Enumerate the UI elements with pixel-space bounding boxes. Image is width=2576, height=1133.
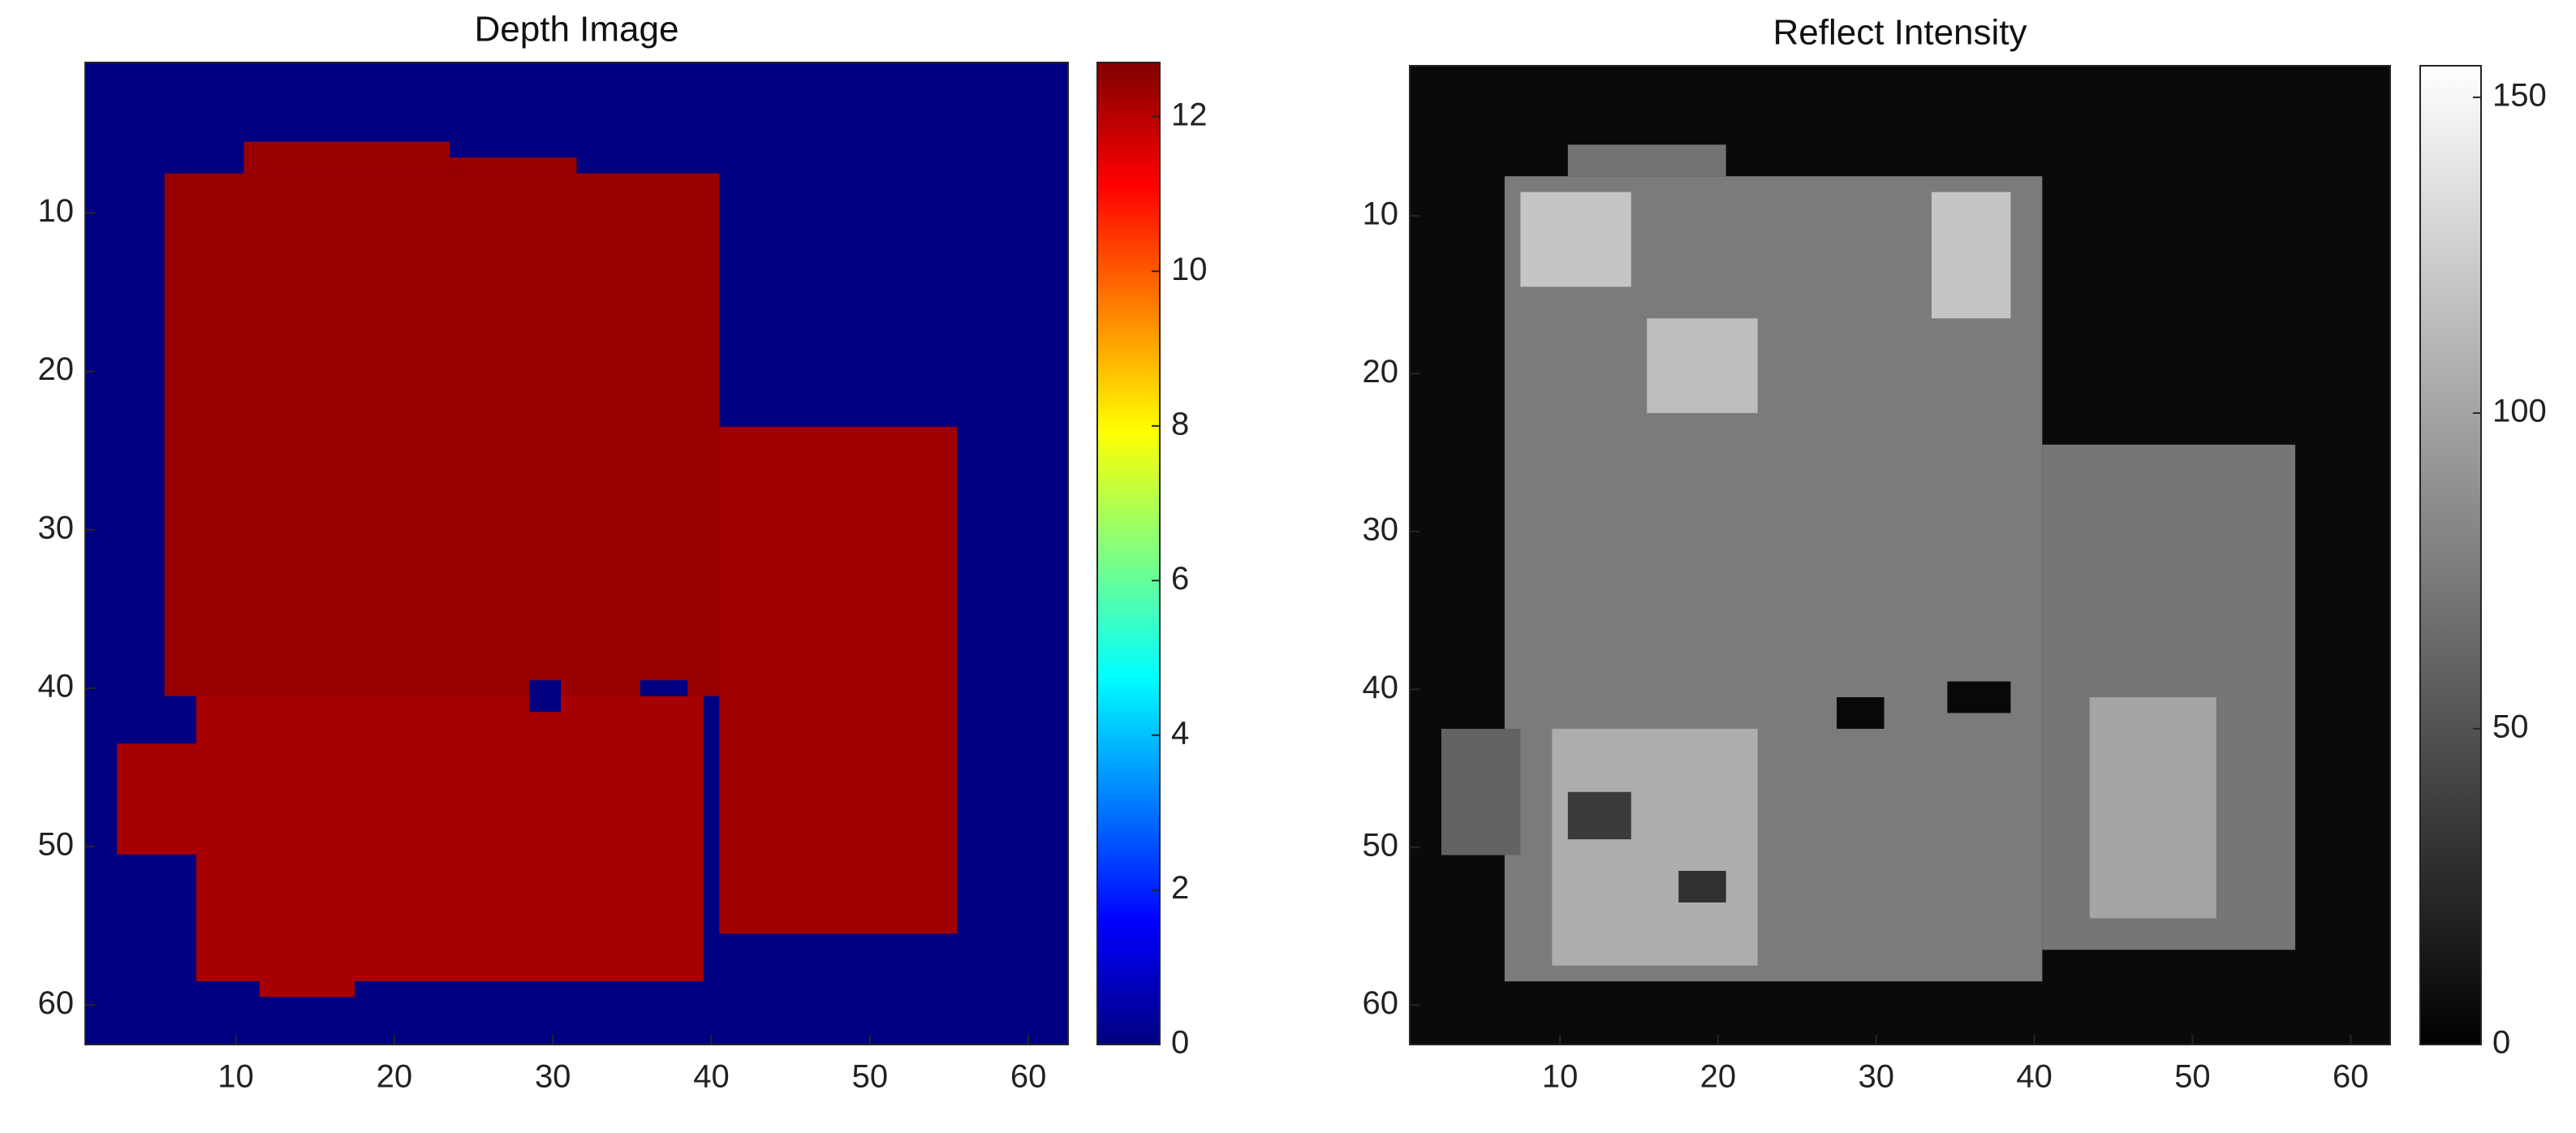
colorbar-tick-label: 6 bbox=[1171, 561, 1189, 597]
y-tick-label: 20 bbox=[38, 351, 75, 387]
x-tick-label: 20 bbox=[1700, 1059, 1737, 1095]
y-tick-label: 10 bbox=[38, 193, 75, 229]
colorbar-tick-label: 150 bbox=[2492, 77, 2547, 113]
heatmap-cell bbox=[719, 426, 958, 934]
colorbar-tick-label: 0 bbox=[1171, 1025, 1189, 1061]
x-tick-label: 40 bbox=[693, 1059, 730, 1095]
heatmap-cell bbox=[259, 980, 355, 997]
heatmap-cell bbox=[243, 141, 450, 174]
colorbar bbox=[2419, 65, 2482, 1045]
axes-frame bbox=[84, 62, 1069, 1045]
heatmap-cell bbox=[1520, 192, 1631, 287]
y-tick-label: 60 bbox=[1363, 985, 1399, 1021]
colorbar-tick-label: 8 bbox=[1171, 406, 1189, 442]
y-tick-label: 20 bbox=[1363, 354, 1399, 390]
x-tick-label: 20 bbox=[377, 1059, 413, 1095]
axes-frame bbox=[1409, 65, 2391, 1045]
y-tick-label: 50 bbox=[38, 827, 75, 863]
x-tick-label: 10 bbox=[218, 1059, 254, 1095]
x-tick-label: 30 bbox=[535, 1059, 571, 1095]
heatmap-cell bbox=[196, 696, 704, 981]
x-tick-label: 50 bbox=[852, 1059, 889, 1095]
colorbar-tick-label: 0 bbox=[2492, 1025, 2510, 1061]
heatmap-cell bbox=[1678, 871, 1726, 903]
heatmap-cell bbox=[528, 680, 561, 713]
x-tick-label: 30 bbox=[1859, 1059, 1895, 1095]
heatmap-cell bbox=[2089, 697, 2216, 919]
heatmap-cell bbox=[1837, 697, 1885, 729]
heatmap-cell bbox=[1552, 728, 1758, 966]
chart-title: Reflect Intensity bbox=[1773, 13, 2027, 53]
heatmap-cell bbox=[1647, 318, 1758, 413]
x-tick-label: 40 bbox=[2016, 1059, 2053, 1095]
y-tick-label: 40 bbox=[1363, 670, 1399, 705]
colorbar-tick-label: 4 bbox=[1171, 715, 1189, 751]
y-tick-label: 30 bbox=[1363, 511, 1399, 547]
x-tick-label: 50 bbox=[2174, 1059, 2211, 1095]
x-tick-label: 60 bbox=[2333, 1059, 2369, 1095]
heatmap-cell bbox=[1931, 192, 2011, 319]
colorbar-tick-label: 50 bbox=[2492, 709, 2529, 745]
heatmap-cell bbox=[450, 157, 577, 174]
y-tick-label: 60 bbox=[38, 985, 75, 1021]
x-tick-label: 60 bbox=[1010, 1059, 1047, 1095]
colorbar-tick-label: 12 bbox=[1171, 97, 1208, 132]
heatmap-cell bbox=[1441, 728, 1521, 855]
y-tick-label: 10 bbox=[1363, 196, 1399, 231]
y-tick-label: 40 bbox=[38, 668, 75, 704]
colorbar-tick-label: 2 bbox=[1171, 870, 1189, 906]
x-tick-label: 10 bbox=[1542, 1059, 1579, 1095]
y-tick-label: 30 bbox=[38, 510, 75, 545]
colorbar-tick-label: 100 bbox=[2492, 393, 2547, 429]
heatmap-cell bbox=[164, 173, 720, 696]
heatmap-cell bbox=[640, 680, 688, 696]
heatmap-cell bbox=[1947, 681, 2011, 713]
colorbar-tick-label: 10 bbox=[1171, 252, 1208, 287]
heatmap-cell bbox=[117, 743, 196, 855]
heatmap-cell bbox=[1567, 791, 1631, 840]
heatmap-cell bbox=[1567, 144, 1726, 177]
chart-title: Depth Image bbox=[475, 10, 679, 50]
colorbar bbox=[1096, 62, 1161, 1045]
y-tick-label: 50 bbox=[1363, 827, 1399, 863]
